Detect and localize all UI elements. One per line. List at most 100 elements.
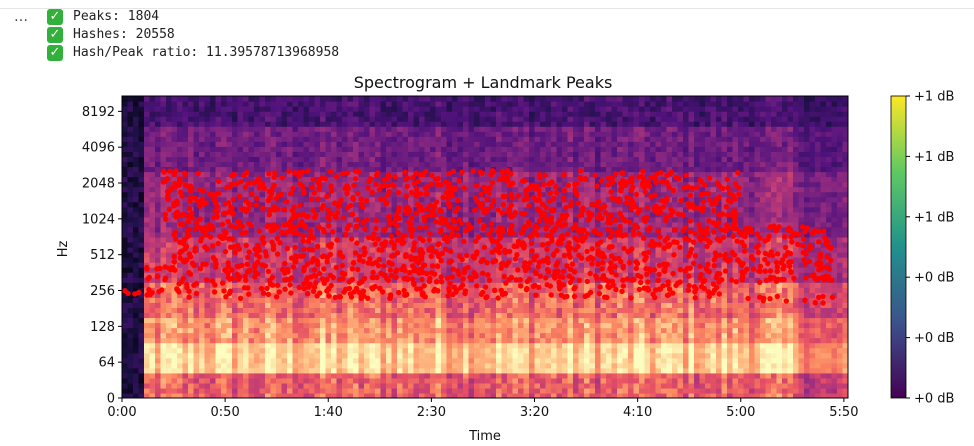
spectrogram-cell bbox=[342, 282, 349, 288]
spectrogram-cell bbox=[155, 357, 162, 364]
spectrogram-cell bbox=[485, 377, 492, 384]
spectrogram-cell bbox=[446, 161, 453, 168]
spectrogram-cell bbox=[380, 146, 387, 152]
spectrogram-cell bbox=[446, 116, 453, 122]
spectrogram-cell bbox=[144, 231, 151, 238]
spectrogram-cell bbox=[281, 226, 288, 233]
spectrogram-cell bbox=[556, 352, 563, 359]
spectrogram-cell bbox=[127, 151, 134, 157]
spectrogram-cell bbox=[501, 126, 508, 132]
spectrogram-cell bbox=[221, 131, 228, 137]
spectrogram-cell bbox=[226, 126, 233, 132]
spectrogram-cell bbox=[281, 151, 288, 157]
spectrogram-cell bbox=[248, 166, 255, 173]
spectrogram-cell bbox=[347, 106, 354, 112]
spectrogram-cell bbox=[573, 231, 580, 238]
spectrogram-cell bbox=[556, 392, 563, 398]
spectrogram-cell bbox=[347, 136, 354, 142]
spectrogram-cell bbox=[127, 141, 134, 147]
spectrogram-cell bbox=[490, 191, 497, 198]
spectrogram-cell bbox=[122, 317, 129, 324]
spectrogram-cell bbox=[254, 322, 261, 329]
chart-title: Spectrogram + Landmark Peaks bbox=[354, 73, 613, 92]
spectrogram-cell bbox=[518, 357, 525, 364]
spectrogram-cell bbox=[292, 166, 299, 173]
spectrogram-cell bbox=[204, 101, 211, 107]
spectrogram-cell bbox=[320, 156, 327, 163]
spectrogram-cell bbox=[567, 161, 574, 168]
spectrogram-cell bbox=[391, 226, 398, 233]
spectrogram-cell bbox=[567, 126, 574, 132]
spectrogram-cell bbox=[479, 126, 486, 132]
spectrogram-cell bbox=[562, 236, 569, 243]
spectrogram-cell bbox=[232, 312, 239, 319]
spectrogram-cell bbox=[320, 171, 327, 178]
spectrogram-cell bbox=[144, 372, 151, 379]
spectrogram-cell bbox=[529, 211, 536, 218]
spectrogram-cell bbox=[320, 181, 327, 188]
spectrogram-cell bbox=[562, 332, 569, 339]
spectrogram-cell bbox=[364, 176, 371, 183]
spectrogram-cell bbox=[232, 317, 239, 324]
spectrogram-cell bbox=[248, 121, 255, 127]
spectrogram-cell bbox=[199, 277, 206, 283]
spectrogram-cell bbox=[287, 231, 294, 238]
spectrogram-cell bbox=[518, 161, 525, 168]
spectrogram-cell bbox=[496, 272, 503, 278]
spectrogram-cell bbox=[155, 166, 162, 173]
spectrogram-cell bbox=[149, 247, 156, 253]
spectrogram-cell bbox=[320, 186, 327, 193]
spectrogram-cell bbox=[485, 367, 492, 374]
spectrogram-cell bbox=[435, 146, 442, 152]
spectrogram-cell bbox=[545, 272, 552, 278]
spectrogram-cell bbox=[518, 101, 525, 107]
spectrogram-cell bbox=[479, 392, 486, 398]
spectrogram-cell bbox=[562, 247, 569, 253]
spectrogram-cell bbox=[545, 332, 552, 339]
cell-menu-icon[interactable]: … bbox=[14, 9, 29, 25]
spectrogram-cell bbox=[419, 136, 426, 142]
spectrogram-cell bbox=[441, 332, 448, 339]
spectrogram-cell bbox=[446, 392, 453, 398]
spectrogram-cell bbox=[512, 372, 519, 379]
spectrogram-cell bbox=[259, 332, 266, 339]
spectrogram-cell bbox=[243, 297, 250, 303]
spectrogram-cell bbox=[424, 302, 431, 308]
spectrogram-cell bbox=[292, 156, 299, 163]
spectrogram-cell bbox=[287, 367, 294, 374]
spectrogram-cell bbox=[232, 297, 239, 303]
spectrogram-cell bbox=[160, 317, 167, 324]
spectrogram-cell bbox=[226, 357, 233, 364]
spectrogram-cell bbox=[182, 201, 189, 208]
spectrogram-cell bbox=[193, 101, 200, 107]
spectrogram-cell bbox=[259, 347, 266, 354]
spectrogram-cell bbox=[545, 171, 552, 178]
spectrogram-cell bbox=[446, 312, 453, 319]
spectrogram-cell bbox=[265, 96, 272, 102]
spectrogram-cell bbox=[320, 317, 327, 324]
spectrogram-cell bbox=[292, 116, 299, 122]
spectrogram-cell bbox=[496, 216, 503, 223]
spectrogram-cell bbox=[177, 337, 184, 344]
spectrogram-cell bbox=[391, 312, 398, 319]
spectrogram-cell bbox=[353, 367, 360, 374]
spectrogram-cell bbox=[122, 161, 129, 168]
spectrogram-cell bbox=[314, 121, 321, 127]
spectrogram-cell bbox=[133, 166, 140, 173]
spectrogram-cell bbox=[419, 231, 426, 238]
spectrogram-cell bbox=[122, 196, 129, 203]
spectrogram-cell bbox=[314, 392, 321, 398]
spectrogram-cell bbox=[540, 337, 547, 344]
spectrogram-cell bbox=[364, 111, 371, 117]
spectrogram-cell bbox=[127, 342, 134, 349]
spectrogram-cell bbox=[353, 357, 360, 364]
spectrogram-cell bbox=[155, 151, 162, 157]
spectrogram-cell bbox=[127, 131, 134, 137]
spectrogram-cell bbox=[243, 382, 250, 389]
spectrogram-cell bbox=[419, 186, 426, 193]
spectrogram-cell bbox=[545, 327, 552, 334]
spectrogram-cell bbox=[336, 327, 343, 334]
spectrogram-cell bbox=[375, 327, 382, 334]
spectrogram-cell bbox=[127, 392, 134, 398]
spectrogram-cell bbox=[248, 302, 255, 308]
